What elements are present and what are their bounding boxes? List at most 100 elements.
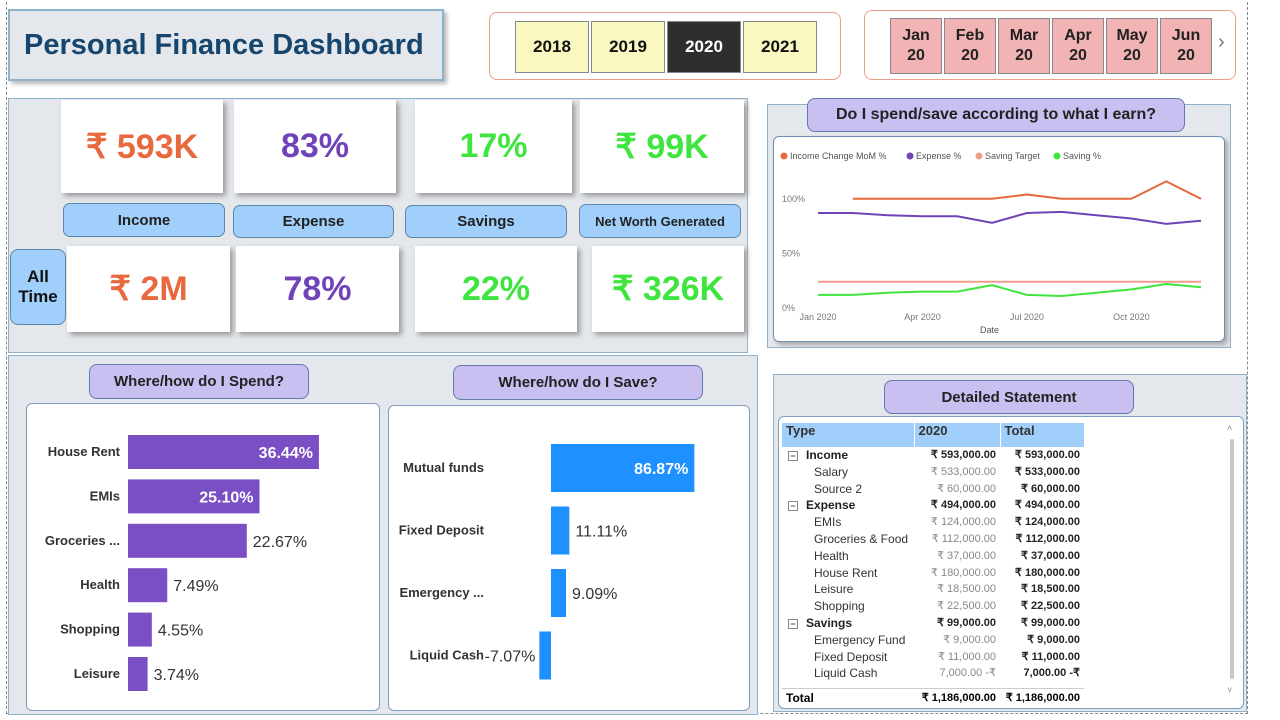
- row-2020-cell: ₹ 37,000.00: [937, 549, 996, 562]
- row-type-cell[interactable]: − Savings: [782, 615, 914, 632]
- value-label: 11.11%: [575, 524, 627, 541]
- row-2020-cell: ₹ 60,000.00: [937, 482, 996, 495]
- row-2020-cell: ₹ 99,000.00: [937, 616, 996, 629]
- year-button-2021[interactable]: 2021: [743, 21, 817, 73]
- row-total-cell: ₹ 593,000.00: [1014, 449, 1080, 461]
- row-type-cell: Source 2: [782, 481, 914, 498]
- scroll-thumb[interactable]: [1230, 439, 1234, 679]
- collapse-icon[interactable]: −: [788, 618, 798, 629]
- value-label: 9.09%: [572, 586, 617, 603]
- row-type-label: Groceries & Food: [814, 531, 909, 546]
- year-slicer: 2018 2019 2020 2021: [489, 12, 841, 80]
- row-2020-cell: ₹ 18,500.00: [937, 583, 996, 596]
- month-name: May: [1116, 27, 1148, 44]
- month-button-feb[interactable]: Feb 20: [944, 18, 996, 74]
- row-2020-cell: ₹ 593,000.00: [930, 449, 996, 461]
- row-2020-cell: ₹ 533,000.00: [930, 465, 996, 478]
- table-row: Emergency Fund ₹ 9,000.00 ₹ 9,000.00: [782, 632, 1084, 649]
- x-tick-label: Jul 2020: [1010, 312, 1044, 322]
- legend-marker: [1053, 152, 1061, 160]
- all-time-label: All Time: [10, 249, 66, 325]
- month-year: 20: [1177, 47, 1195, 64]
- bar: [551, 569, 566, 617]
- row-type-label: Income: [806, 448, 849, 462]
- category-label: Mutual funds: [403, 460, 484, 475]
- row-total-cell: 7,000.00 -₹: [1023, 667, 1080, 680]
- total-total: ₹ 1,186,000.00: [1005, 692, 1080, 704]
- table-group-row: − Savings ₹ 99,000.00 ₹ 99,000.00: [782, 615, 1084, 632]
- month-button-jan[interactable]: Jan 20: [890, 18, 942, 74]
- month-name: Feb: [955, 27, 985, 44]
- bar: [128, 479, 260, 514]
- row-type-cell[interactable]: − Expense: [782, 497, 914, 514]
- category-label: EMIs: [90, 488, 120, 503]
- page-title: Personal Finance Dashboard: [24, 28, 424, 61]
- kpi-networth-value: ₹ 99K: [580, 100, 744, 193]
- save-chart-card: Mutual funds 86.87% Fixed Deposit 11.11% Eme…: [388, 405, 750, 711]
- month-year: 20: [961, 47, 979, 64]
- month-name: Jun: [1171, 27, 1201, 44]
- category-label: Health: [80, 577, 120, 592]
- month-button-may[interactable]: May 20: [1106, 18, 1158, 74]
- row-type-label: Salary: [814, 464, 849, 479]
- month-button-apr[interactable]: Apr 20: [1052, 18, 1104, 74]
- row-2020-cell: ₹ 124,000.00: [930, 516, 996, 529]
- year-button-2020[interactable]: 2020: [667, 21, 741, 73]
- row-type-label: Expense: [806, 498, 856, 513]
- chevron-right-icon[interactable]: ›: [1218, 31, 1225, 53]
- collapse-icon[interactable]: −: [788, 501, 798, 512]
- row-total-cell: ₹ 180,000.00: [1014, 566, 1080, 579]
- year-button-2018[interactable]: 2018: [515, 21, 589, 73]
- row-total-cell: ₹ 60,000.00: [1021, 482, 1080, 495]
- row-type-cell: Emergency Fund: [782, 632, 914, 649]
- series-line: [818, 210, 1202, 225]
- legend-label: Income Change MoM %: [790, 151, 887, 161]
- alltime-networth-value: ₹ 326K: [592, 246, 744, 332]
- row-type-label: EMIs: [814, 515, 842, 530]
- bar: [551, 444, 695, 492]
- collapse-icon[interactable]: −: [788, 450, 798, 461]
- value-label: 4.55%: [158, 623, 203, 640]
- statement-scrollbar[interactable]: ˄ ˅: [1227, 423, 1237, 705]
- month-name: Mar: [1009, 27, 1039, 44]
- category-label: Emergency ...: [399, 585, 484, 600]
- row-total-cell: ₹ 22,500.00: [1021, 600, 1080, 613]
- row-type-cell[interactable]: − Income: [782, 447, 914, 464]
- row-2020-cell: ₹ 180,000.00: [930, 566, 996, 579]
- value-label: 86.87%: [634, 461, 688, 478]
- row-type-label: Emergency Fund: [814, 632, 906, 647]
- row-type-label: Shopping: [814, 599, 865, 614]
- col-header-2020[interactable]: 2020: [914, 423, 1001, 447]
- total-label: Total: [786, 691, 814, 705]
- bar: [128, 568, 168, 603]
- col-header-2020-label: 2020: [918, 423, 948, 438]
- month-button-jun[interactable]: Jun 20: [1160, 18, 1212, 74]
- category-label: Groceries ...: [45, 533, 120, 548]
- month-button-mar[interactable]: Mar 20: [998, 18, 1050, 74]
- trend-chart-card: Income Change MoM % Expense % Saving Targe…: [773, 136, 1225, 342]
- row-2020-cell: ₹ 112,000.00: [931, 532, 996, 545]
- category-label: House Rent: [48, 444, 121, 459]
- row-type-cell: Health: [782, 548, 914, 565]
- bar: [128, 657, 148, 691]
- legend-label: Expense %: [916, 151, 962, 161]
- col-header-type[interactable]: Type: [782, 423, 915, 447]
- y-tick-label: 100%: [782, 194, 805, 204]
- kpi-savings-value: 17%: [415, 100, 572, 193]
- row-total-cell: ₹ 124,000.00: [1014, 516, 1080, 529]
- legend-marker: [906, 152, 914, 160]
- col-header-total[interactable]: Total: [1000, 423, 1085, 447]
- scroll-down-icon[interactable]: ˅: [1227, 685, 1233, 695]
- row-2020-cell: ₹ 9,000.00: [943, 633, 996, 646]
- series-line: [818, 282, 1202, 298]
- scroll-up-icon[interactable]: ˄: [1227, 423, 1233, 433]
- table-row: House Rent ₹ 180,000.00 ₹ 180,000.00: [782, 565, 1084, 582]
- year-button-2019[interactable]: 2019: [591, 21, 665, 73]
- alltime-expense-value: 78%: [236, 246, 399, 332]
- month-year: 20: [1015, 47, 1033, 64]
- legend-marker: [780, 152, 788, 160]
- y-tick-label: 0%: [782, 303, 795, 313]
- row-type-label: Leisure: [814, 582, 854, 597]
- alltime-savings-value: 22%: [415, 246, 577, 332]
- spend-title: Where/how do I Spend?: [89, 364, 309, 399]
